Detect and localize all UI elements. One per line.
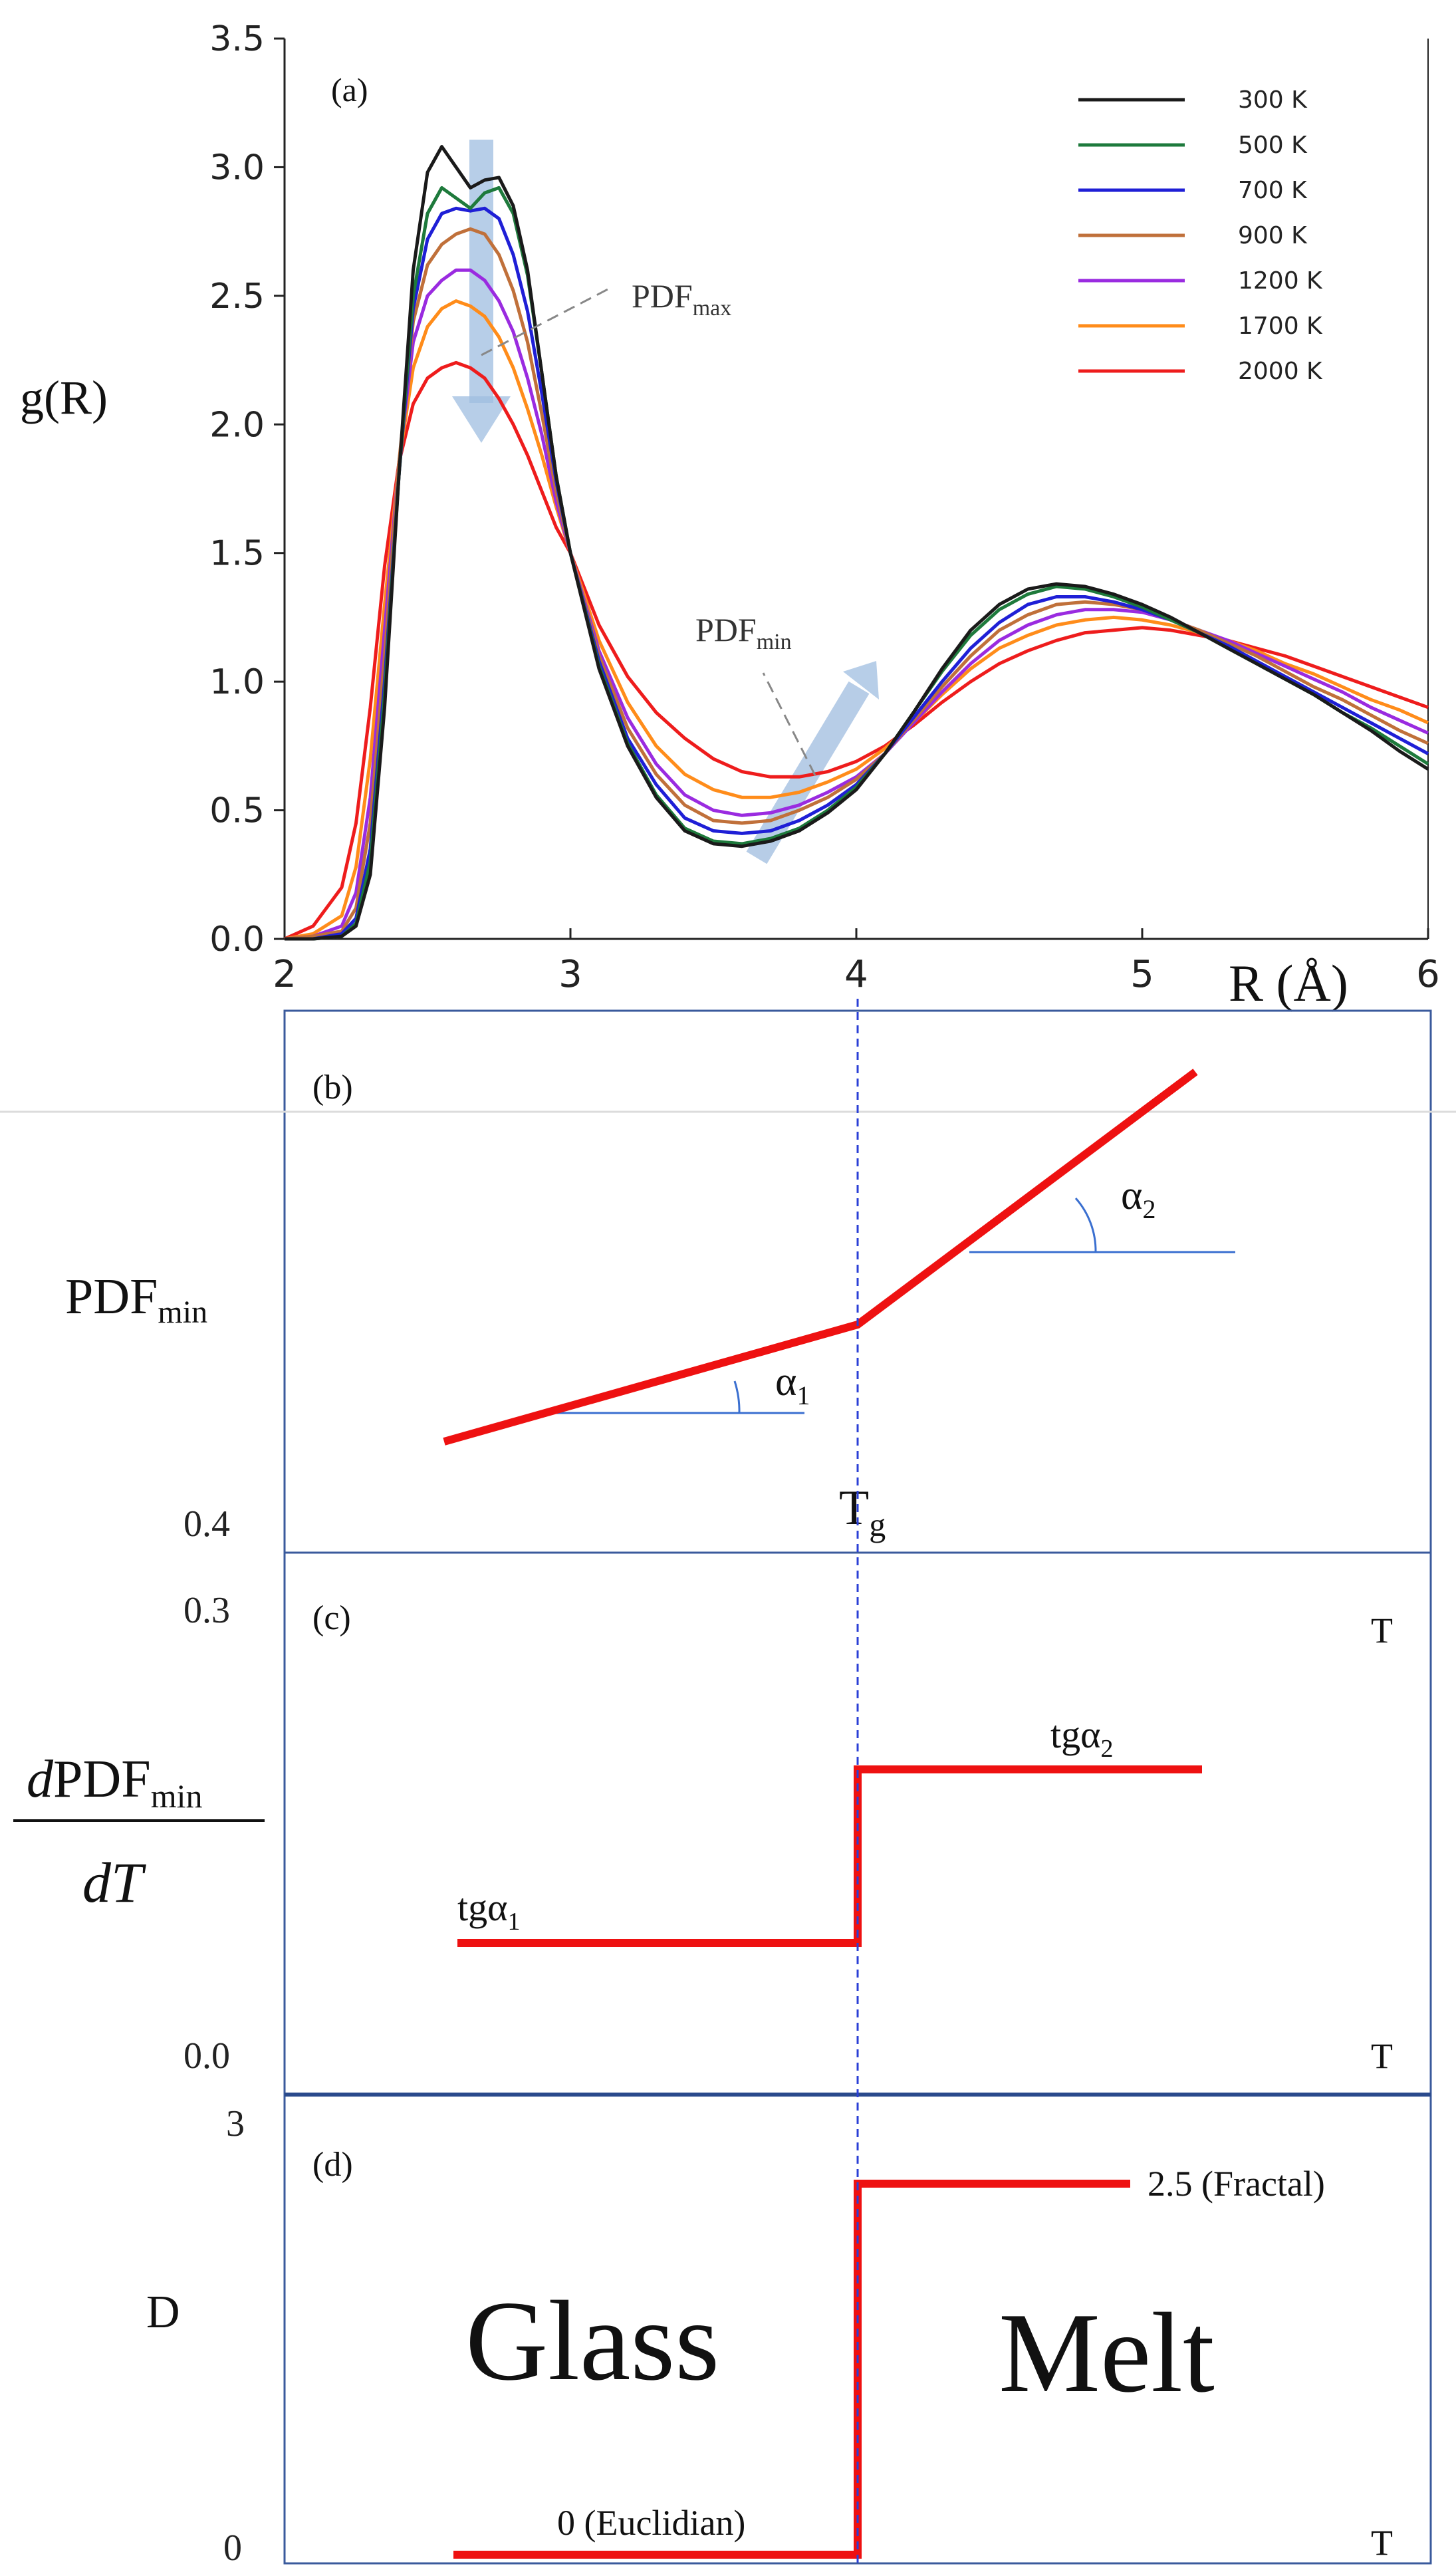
angle-1-arc (733, 1380, 741, 1414)
curve-900-k (284, 227, 1429, 941)
legend-label: 300 K (1238, 86, 1308, 114)
pdf-max-label: PDFmax (632, 277, 731, 321)
y-tick-label: 2.0 (209, 405, 265, 445)
x-tick-label: 3 (558, 953, 582, 996)
legend-label: 500 K (1238, 132, 1308, 159)
curve-300-k (285, 145, 1429, 941)
panel-c: (c) 0.3 0.0 dPDFmin dT tgα1 tgα2 T T (13, 1551, 1432, 2096)
pdf-min-leader-line (762, 672, 816, 776)
pdf-min-label: PDFmin (695, 611, 792, 654)
y-tick-label: 3.5 (209, 19, 265, 59)
derivative-step-line (457, 1765, 1202, 1947)
legend-label: 700 K (1238, 177, 1308, 204)
x-tick-label: 2 (273, 953, 297, 996)
legend-label: 2000 K (1238, 358, 1323, 385)
panel-c-t-bottom: T (1371, 2036, 1393, 2076)
x-tick-label: 5 (1130, 953, 1154, 996)
panel-d-y-axis-label: D (146, 2287, 180, 2338)
panel-b-label: (b) (312, 1069, 353, 1106)
step-high-label: tgα2 (1050, 1713, 1114, 1763)
panel-c-label: (c) (312, 1599, 351, 1637)
panel-a-label: (a) (331, 71, 368, 108)
angle-2-arc (1074, 1198, 1097, 1253)
panel-c-y-tick-top: 0.3 (183, 1590, 230, 1631)
x-tick-label: 6 (1416, 953, 1440, 996)
panel-d-y-tick-bottom: 0 (223, 2527, 242, 2569)
level-low-label: 0 (Euclidian) (557, 2503, 745, 2543)
curve-2000-k (283, 360, 1429, 941)
svg-text:dPDFmin: dPDFmin (27, 1750, 203, 1815)
region-glass-label: Glass (465, 2278, 719, 2404)
panel-a-y-axis-label: g(R) (20, 371, 108, 424)
tg-label: Tg (839, 1481, 886, 1543)
y-tick-label: 0.5 (209, 791, 265, 831)
panel-a: 0.0 0.5 1.0 1.5 2.0 2.5 3.0 3.5 2 3 4 5 6 PDFmax PD… (20, 19, 1440, 1012)
angle-1-label: α1 (775, 1359, 810, 1410)
panel-c-y-axis-label: dPDFmin dT (13, 1750, 265, 1914)
panel-a-x-axis-label: R (Å) (1229, 954, 1348, 1012)
angle-2-label: α2 (1121, 1173, 1155, 1224)
panel-b-y-tick: 0.4 (183, 1503, 230, 1545)
y-tick-label: 3.0 (209, 148, 265, 188)
panel-a-y-ticks: 0.0 0.5 1.0 1.5 2.0 2.5 3.0 3.5 (209, 19, 285, 960)
y-tick-label: 1.0 (209, 662, 265, 702)
y-tick-label: 2.5 (209, 277, 265, 317)
panel-a-curves (283, 145, 1429, 941)
panel-c-y-tick-bottom: 0.0 (183, 2035, 230, 2077)
panel-d: (d) 3 0 D Glass Melt 2.5 (Fractal) 0 (Eu… (146, 2093, 1432, 2569)
x-tick-label: 4 (844, 953, 868, 996)
panel-d-y-tick-top: 3 (226, 2103, 245, 2144)
y-tick-label: 1.5 (209, 534, 265, 574)
panel-c-t-top: T (1371, 1610, 1393, 1650)
panel-d-label: (d) (312, 2146, 353, 2184)
region-melt-label: Melt (999, 2290, 1215, 2416)
y-tick-label: 0.0 (209, 920, 265, 960)
panel-d-t-label: T (1371, 2523, 1393, 2563)
level-high-label: 2.5 (Fractal) (1148, 2164, 1325, 2204)
panel-b-y-axis-label: PDFmin (65, 1269, 207, 1330)
panel-b: (b) PDFmin 0.4 α1 α2 Tg (0, 1009, 1456, 1554)
legend-label: 1200 K (1238, 267, 1323, 295)
svg-text:dT: dT (82, 1851, 146, 1914)
legend-label: 1700 K (1238, 313, 1323, 340)
panel-a-x-ticks: 2 3 4 5 6 (273, 928, 1440, 996)
pdf-min-vs-t-line (443, 1069, 1198, 1446)
legend: 300 K 500 K 700 K 900 K 1200 K 1700 K 2000 K (1078, 86, 1323, 385)
legend-label: 900 K (1238, 222, 1308, 249)
pdf-max-leader-line (481, 286, 612, 356)
step-low-label: tgα1 (457, 1886, 521, 1936)
